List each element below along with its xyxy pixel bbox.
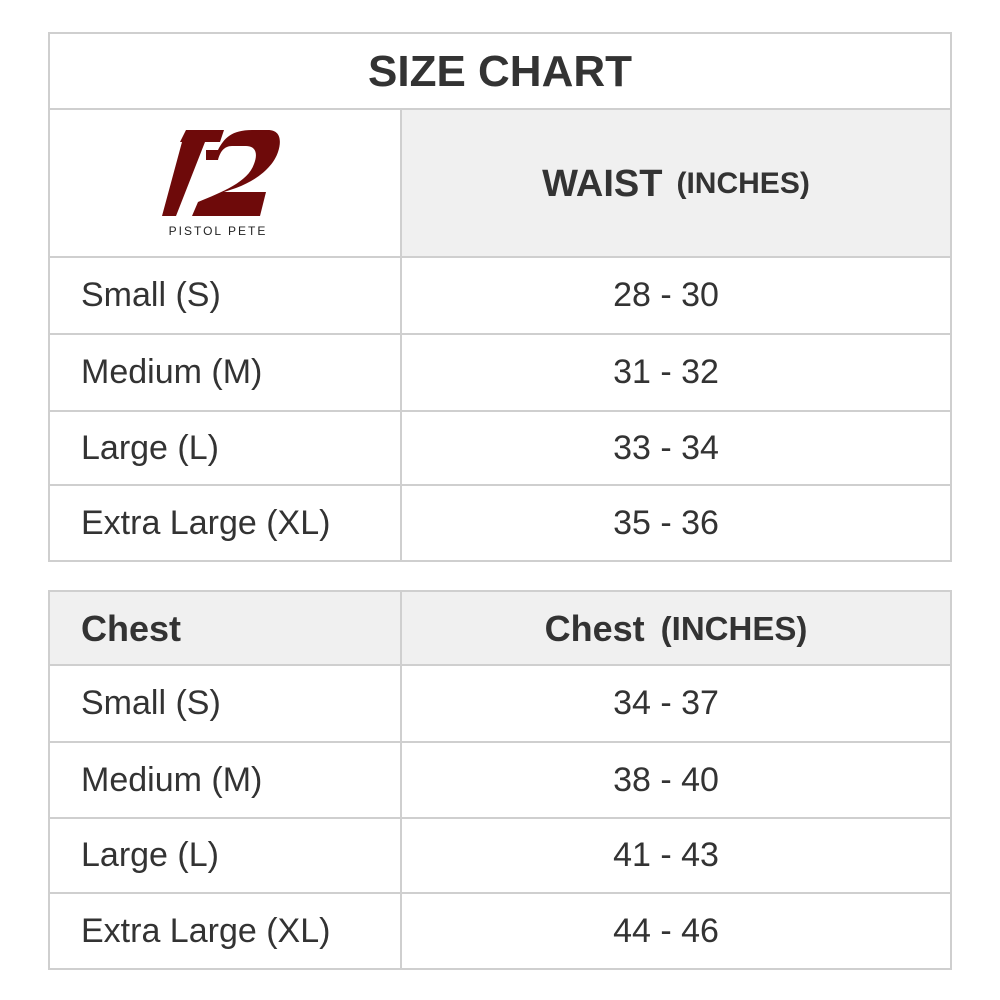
chest-header-label: Chest bbox=[544, 608, 645, 649]
waist-header-row: PISTOL PETE WAIST (INCHES) bbox=[50, 108, 950, 258]
brand-name: PISTOL PETE bbox=[168, 224, 268, 238]
chest-size-table: Chest Chest (INCHES) Small (S) 34 - 37 M… bbox=[48, 590, 952, 970]
table-row: Small (S) 28 - 30 bbox=[50, 256, 950, 333]
table-row: Extra Large (XL) 35 - 36 bbox=[50, 484, 950, 560]
size-label: Small (S) bbox=[81, 684, 221, 722]
table-row: Large (L) 33 - 34 bbox=[50, 410, 950, 484]
chest-column-header: Chest bbox=[81, 608, 182, 649]
size-label: Small (S) bbox=[81, 276, 221, 314]
table-row: Small (S) 34 - 37 bbox=[50, 664, 950, 741]
waist-value: 31 - 32 bbox=[400, 335, 950, 410]
chest-value: 34 - 37 bbox=[400, 666, 950, 741]
waist-value: 35 - 36 bbox=[400, 486, 950, 560]
waist-value: 33 - 34 bbox=[400, 412, 950, 484]
size-label: Medium (M) bbox=[81, 353, 263, 391]
table-row: Large (L) 41 - 43 bbox=[50, 817, 950, 892]
waist-header-unit: (INCHES) bbox=[676, 167, 810, 200]
size-label: Medium (M) bbox=[81, 760, 263, 799]
chest-value: 38 - 40 bbox=[400, 743, 950, 817]
chest-value: 41 - 43 bbox=[400, 819, 950, 892]
table-row: Extra Large (XL) 44 - 46 bbox=[50, 892, 950, 968]
size-label: Large (L) bbox=[81, 428, 219, 467]
chest-header-unit: (INCHES) bbox=[660, 610, 808, 647]
table-row: Medium (M) 31 - 32 bbox=[50, 333, 950, 410]
size-label: Extra Large (XL) bbox=[81, 911, 331, 950]
table-row: Medium (M) 38 - 40 bbox=[50, 741, 950, 817]
size-chart-title: SIZE CHART bbox=[368, 47, 632, 96]
size-label: Extra Large (XL) bbox=[81, 503, 331, 542]
pistol-pete-logo-icon bbox=[162, 130, 280, 216]
waist-size-table: SIZE CHART PISTOL PETE WAIST (INCHES) Sm… bbox=[48, 32, 952, 562]
brand-logo: PISTOL PETE bbox=[50, 110, 400, 258]
waist-header-label: WAIST bbox=[542, 162, 663, 205]
waist-value: 28 - 30 bbox=[400, 258, 950, 333]
chest-header-row: Chest Chest (INCHES) bbox=[50, 592, 950, 666]
size-label: Large (L) bbox=[81, 836, 219, 874]
chest-value: 44 - 46 bbox=[400, 894, 950, 968]
